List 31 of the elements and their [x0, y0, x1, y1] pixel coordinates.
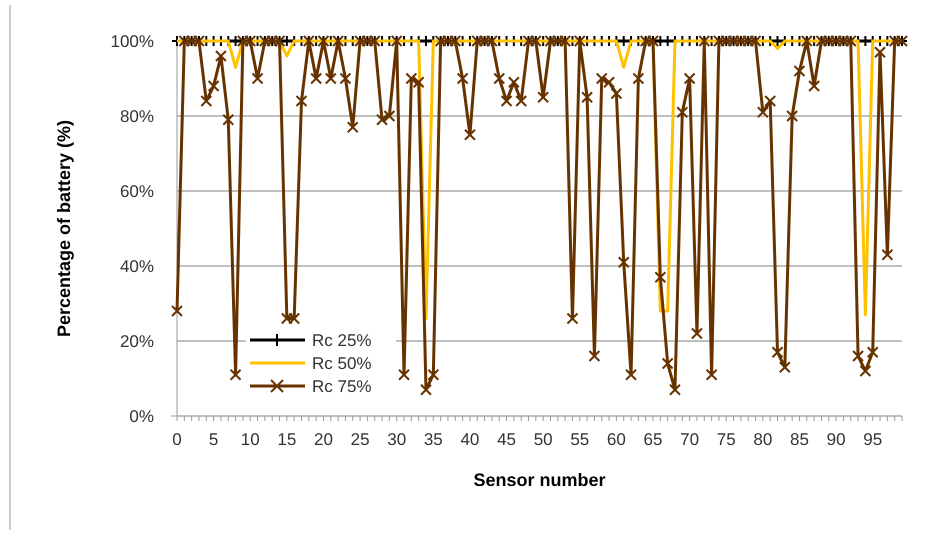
x-tick-label: 0 — [172, 430, 182, 449]
x-tick-label: 20 — [314, 430, 333, 449]
x-axis-title: Sensor number — [473, 470, 606, 490]
x-tick-label: 30 — [387, 430, 406, 449]
x-tick-label: 35 — [424, 430, 443, 449]
x-tick-label: 5 — [208, 430, 218, 449]
x-tick-label: 85 — [790, 430, 809, 449]
x-tick-label: 25 — [350, 430, 370, 449]
y-tick-label: 40% — [120, 257, 154, 276]
legend-label: Rc 25% — [312, 331, 372, 350]
x-tick-label: 40 — [460, 430, 480, 449]
x-tick-label: 80 — [753, 430, 772, 449]
x-tick-label: 90 — [826, 430, 846, 449]
y-tick-label: 20% — [120, 332, 154, 351]
x-tick-label: 60 — [606, 430, 626, 449]
x-tick-label: 45 — [497, 430, 516, 449]
y-tick-label: 60% — [120, 182, 154, 201]
y-tick-label: 100% — [110, 32, 154, 51]
x-tick-label: 75 — [716, 430, 736, 449]
x-tick-label: 70 — [680, 430, 700, 449]
y-tick-label: 0% — [129, 407, 154, 426]
x-tick-label: 95 — [863, 430, 882, 449]
x-tick-label: 55 — [570, 430, 590, 449]
x-tick-label: 15 — [277, 430, 296, 449]
legend-label: Rc 50% — [312, 354, 372, 373]
x-tick-label: 10 — [240, 430, 260, 449]
legend-label: Rc 75% — [312, 377, 372, 396]
y-axis-title: Percentage of battery (%) — [54, 120, 74, 338]
y-tick-label: 80% — [120, 107, 154, 126]
x-tick-label: 50 — [534, 430, 553, 449]
x-tick-label: 65 — [644, 430, 662, 449]
